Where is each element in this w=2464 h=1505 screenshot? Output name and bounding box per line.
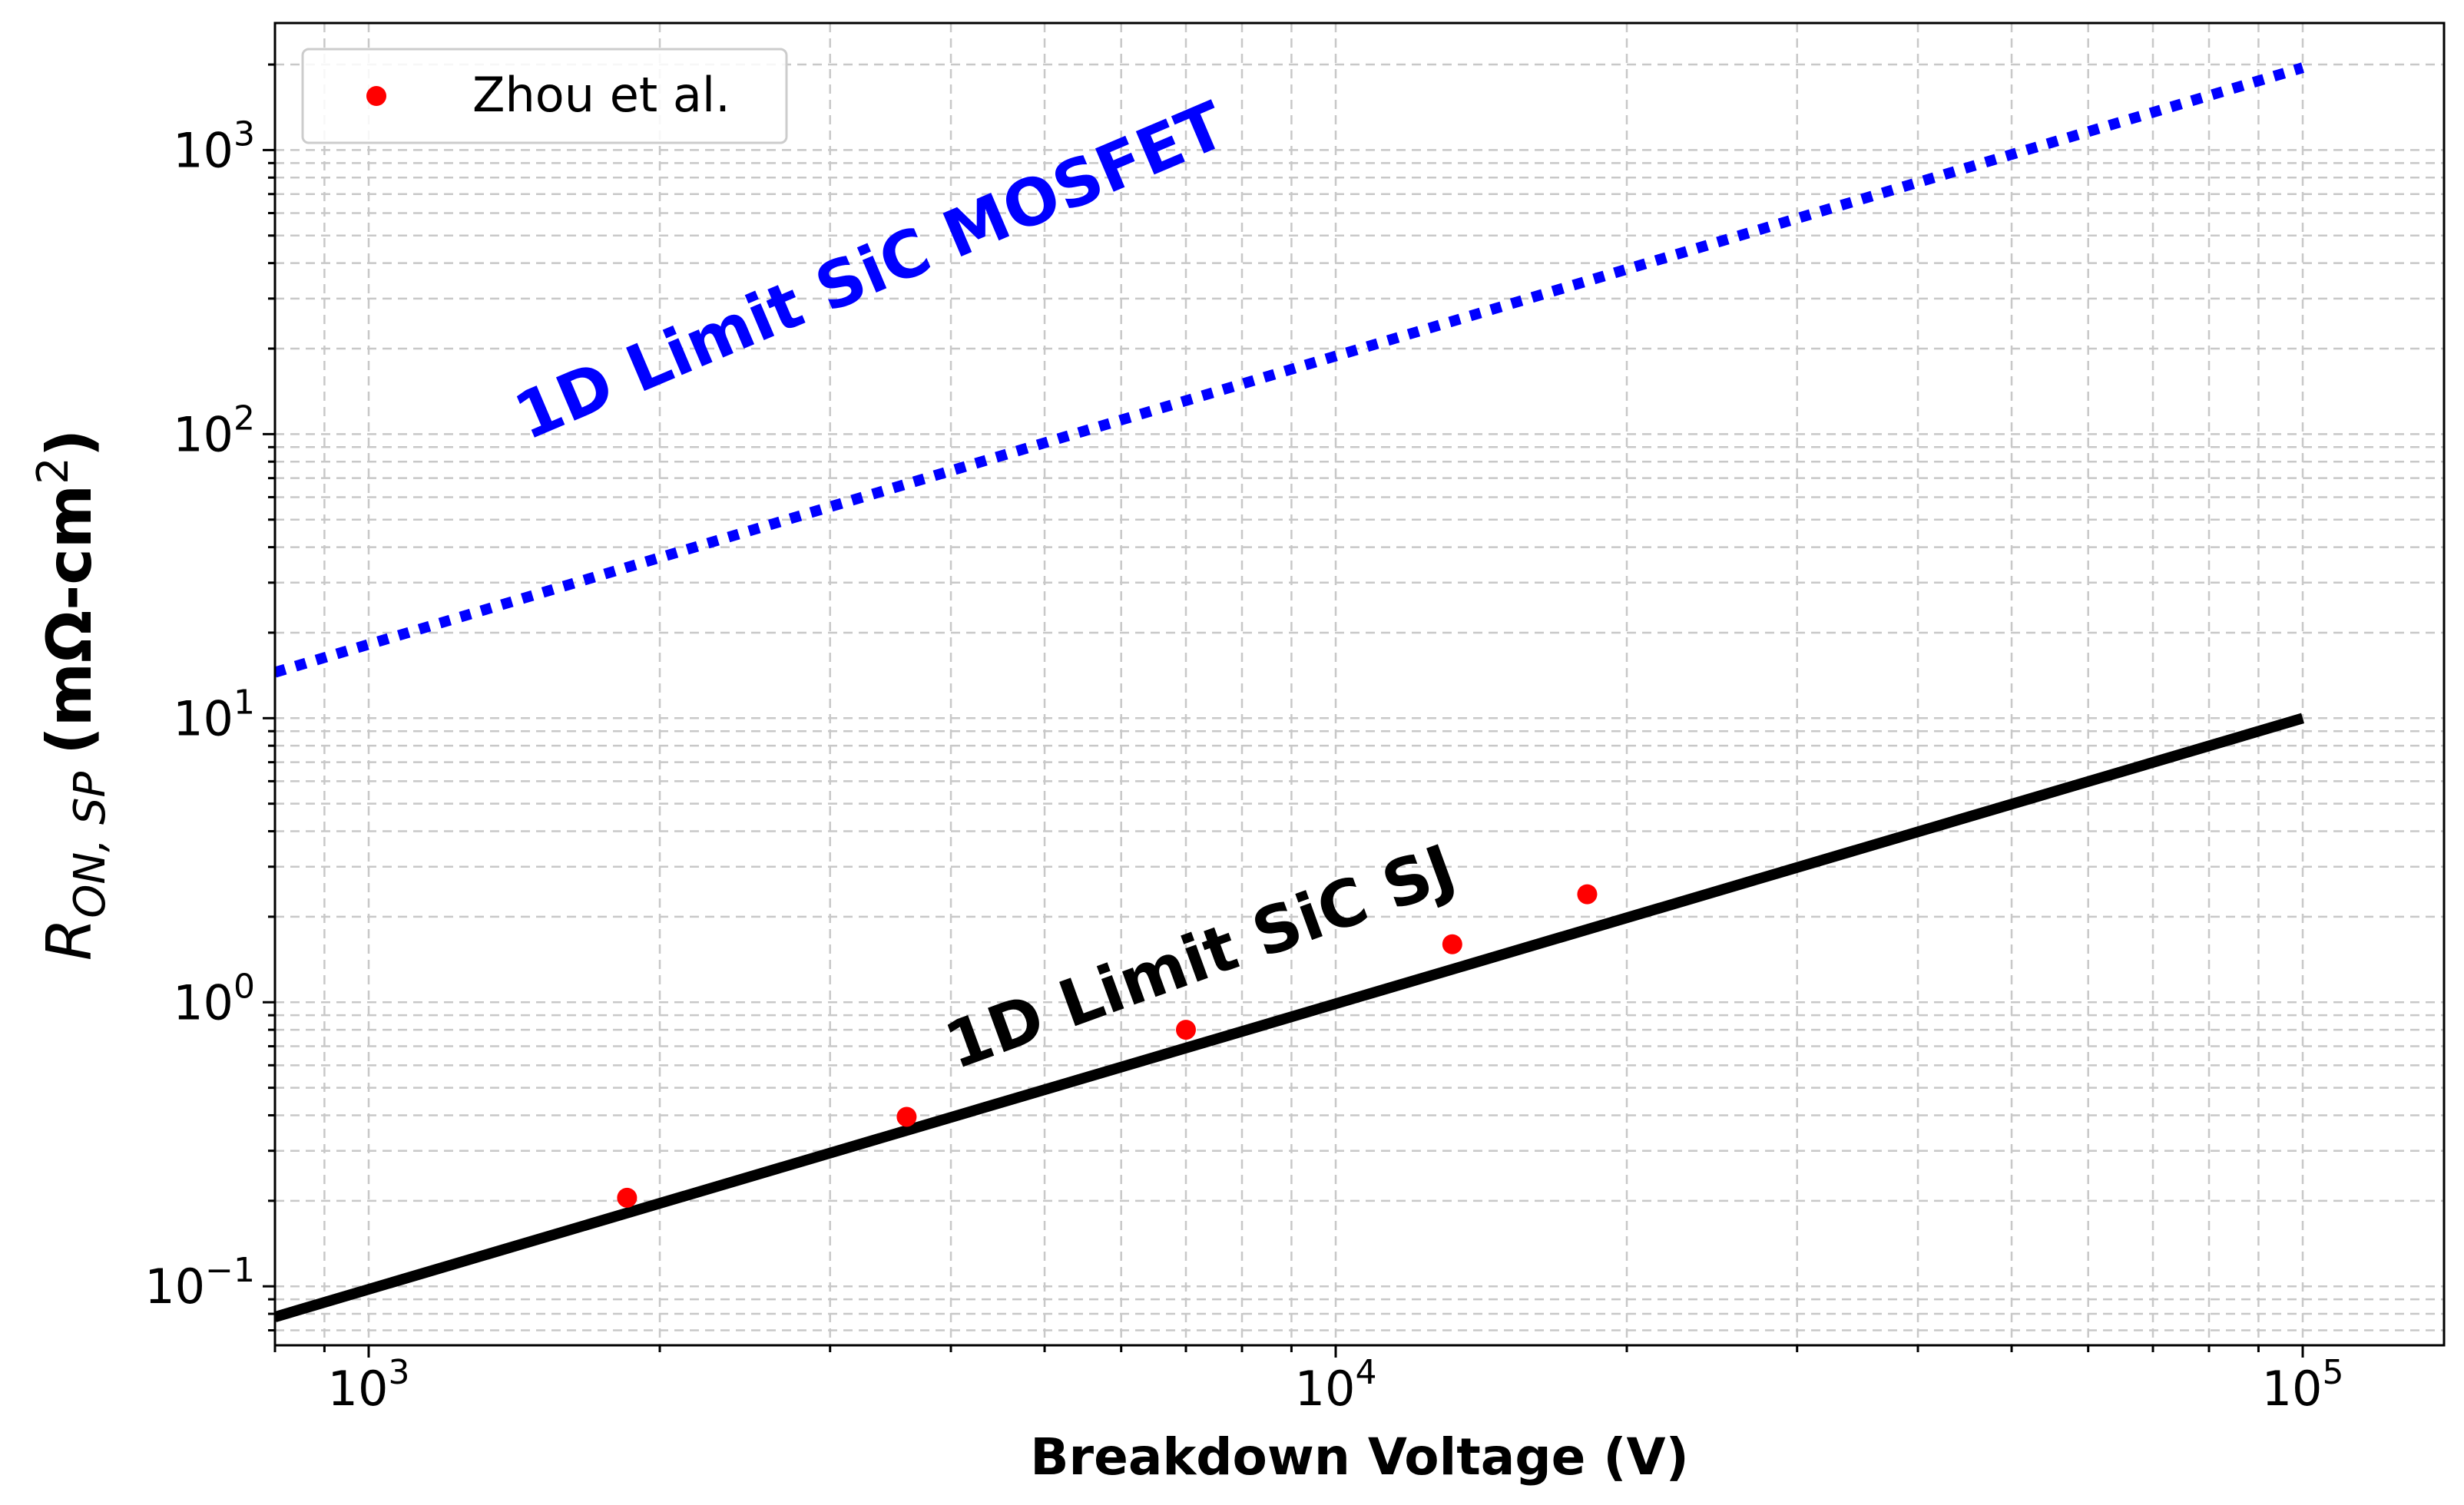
x-tick-label: 105	[2262, 1353, 2344, 1417]
legend-label-zhou: Zhou et al.	[472, 67, 730, 123]
x-tick-label: 103	[328, 1353, 410, 1417]
data-point	[1175, 1020, 1196, 1040]
legend: Zhou et al.	[301, 48, 788, 144]
x-tick-label: 104	[1295, 1353, 1377, 1417]
y-tick-label: 103	[173, 114, 255, 178]
legend-box	[301, 48, 788, 144]
sj-limit-line	[275, 713, 2305, 1322]
grid-layer	[273, 23, 2444, 1345]
legend-marker-zhou	[366, 86, 386, 106]
y-tick-label: 101	[173, 683, 255, 746]
data-point	[617, 1187, 638, 1208]
data-point	[1442, 934, 1462, 954]
data-point	[1577, 884, 1598, 905]
plot-frame	[273, 22, 2446, 1347]
data-point	[896, 1106, 917, 1127]
y-tick-label: 10−1	[144, 1251, 255, 1315]
y-tick-label: 102	[173, 399, 255, 462]
mosfet-limit-line	[275, 62, 2305, 678]
x-axis-label: Breakdown Voltage (V)	[1030, 1427, 1688, 1487]
y-tick-label: 100	[173, 967, 255, 1030]
tick-layer: 103 104 105 10−1 100 101 102 103	[144, 63, 2344, 1417]
series-layer	[275, 62, 2305, 1322]
y-axis-label: RON, SP(mΩ-cm2)	[28, 429, 115, 961]
